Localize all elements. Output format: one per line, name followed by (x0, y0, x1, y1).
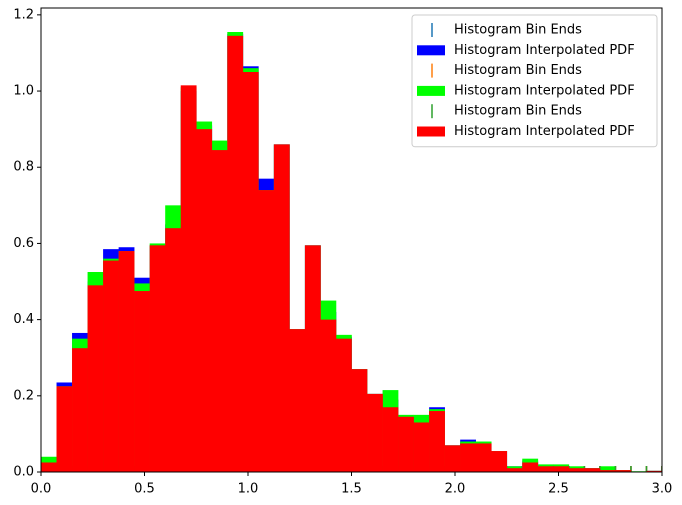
histogram-bar (320, 319, 337, 472)
histogram-bar (382, 407, 399, 472)
histogram-bar (599, 470, 616, 472)
legend-patch (417, 126, 445, 137)
histogram-bar (553, 466, 570, 472)
y-tick-label: 0.0 (13, 465, 34, 480)
histogram-bar (584, 468, 601, 472)
histogram-bar (335, 338, 352, 472)
x-tick-label: 0.5 (134, 482, 155, 497)
y-tick-label: 0.2 (13, 388, 34, 403)
histogram-bar (196, 129, 213, 472)
histogram-bar (429, 411, 445, 472)
x-tick-label: 2.0 (445, 482, 466, 497)
histogram-bar (398, 416, 414, 472)
x-tick-label: 0.0 (31, 482, 52, 497)
histogram-bar (491, 451, 508, 472)
y-tick-label: 0.4 (13, 312, 34, 327)
legend: Histogram Bin Ends Histogram Interpolated… (411, 14, 658, 148)
histogram-bar (646, 470, 662, 472)
histogram-bar (413, 422, 430, 472)
histogram-bar (367, 393, 383, 472)
histogram-bar (289, 329, 306, 472)
histogram-bar (568, 468, 585, 472)
histogram-bar (118, 251, 135, 472)
legend-box (411, 14, 658, 148)
histogram-bar (506, 468, 523, 472)
histogram-bar (180, 85, 197, 472)
histogram-bar (475, 443, 492, 472)
y-tick-label: 0.8 (13, 160, 34, 175)
legend-label: Histogram Interpolated PDF (454, 43, 635, 58)
histogram-bar (165, 228, 182, 472)
histogram-bar (304, 245, 321, 472)
legend-label: Histogram Bin Ends (454, 23, 582, 38)
series-group (41, 32, 662, 472)
y-tick-label: 1.0 (13, 84, 34, 99)
histogram-bar (41, 462, 57, 472)
x-tick-label: 2.5 (548, 482, 569, 497)
histogram-bar (444, 445, 461, 472)
histogram-bar (351, 369, 368, 472)
histogram-bar (599, 466, 616, 472)
histogram-bar (103, 260, 119, 472)
legend-label: Histogram Bin Ends (454, 104, 582, 119)
histogram-bar (87, 285, 104, 472)
histogram-bar (134, 291, 150, 472)
legend-label: Histogram Interpolated PDF (454, 124, 635, 139)
legend-patch (417, 45, 445, 56)
legend-patch (417, 85, 445, 96)
x-tick-label: 3.0 (652, 482, 673, 497)
histogram-bar (273, 144, 290, 472)
histogram-bar (615, 470, 632, 472)
histogram-bar (149, 245, 166, 472)
legend-label: Histogram Bin Ends (454, 63, 582, 78)
histogram-bar (460, 443, 476, 472)
histogram-bar (211, 150, 228, 472)
x-tick-label: 1.5 (341, 482, 362, 497)
histogram-bar (537, 466, 554, 472)
x-tick-label: 1.0 (238, 482, 259, 497)
histogram-bar (72, 348, 88, 472)
histogram-bar (242, 72, 259, 472)
histogram-bar (227, 35, 244, 472)
y-tick-label: 1.2 (13, 7, 34, 22)
histogram-bar (56, 386, 73, 472)
histogram-bar (522, 462, 539, 472)
histogram-bar (258, 190, 275, 472)
y-tick-label: 0.6 (13, 236, 34, 251)
legend-label: Histogram Interpolated PDF (454, 83, 635, 98)
